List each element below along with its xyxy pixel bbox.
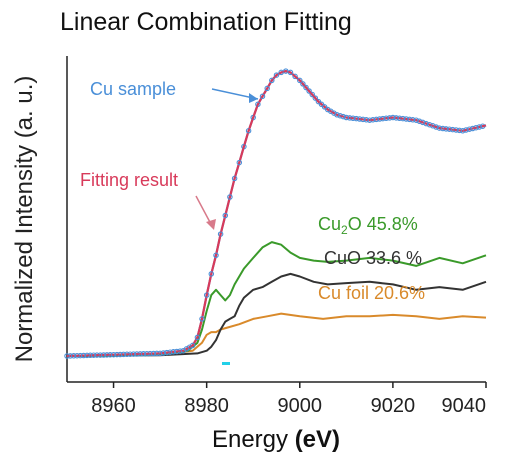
cu-sample-point [413,117,419,123]
cu-sample-point [100,352,107,358]
annotation-fitting-result-arrow [195,195,213,227]
cu-sample-point [476,124,483,130]
cu-sample-point [300,81,306,87]
y-axis-label: Normalized Intensity (a. u.) [11,76,38,363]
x-tick-label-8960: 8960 [91,395,136,417]
cu-sample-point [318,101,325,108]
cu-sample-point [94,352,100,358]
cu-sample-point [446,126,453,132]
x-axis-label: Energy (eV) [212,426,340,453]
cu-sample-point [70,353,77,359]
cu-sample-point [208,271,215,277]
cu-sample-point [80,352,87,359]
edge-marker [222,362,230,365]
label-cu2o-sub: 2 [341,223,348,237]
cu-sample-point [110,351,117,358]
annotation-cu-sample-arrowhead [249,93,258,103]
chart-title: Linear Combination Fitting [60,8,352,36]
cu-sample-point [353,115,360,122]
cu-sample-point [309,91,315,98]
cu-sample-point [150,350,157,357]
cu-sample-point [222,212,229,219]
cu-sample-point [120,351,127,358]
cu-sample-point [236,159,243,166]
x-tick-label-9000: 9000 [278,395,323,417]
x-ticks: 8960 8980 9000 9020 9040 [91,382,487,417]
cu-sample-point [453,127,459,133]
label-cu2o: Cu2O 45.8% [318,214,418,237]
cu-sample-point [114,351,120,358]
cu-sample-point [173,348,180,355]
cu-sample-point [436,125,443,131]
cu-sample-point [90,352,97,358]
cu-sample-point [144,350,150,357]
cu-sample-point [194,334,201,341]
label-cu2o-rest: O 45.8% [348,214,418,234]
cu-sample-point [264,85,270,92]
label-cuo: CuO 33.6 % [324,248,422,268]
cu-sample-point [383,115,389,122]
cu-sample-point [312,95,319,101]
cu-sample-point [363,117,370,123]
series-line-cu-foil [66,312,487,357]
x-tick-label-8980: 8980 [184,395,229,417]
annotation-cu-sample: Cu sample [90,79,176,99]
x-axis-label-unit: (eV) [295,426,340,453]
cu-sample-point [466,126,473,132]
cu-sample-point [373,116,380,123]
cu-sample-point [154,350,160,357]
cu-sample-point [297,77,303,84]
cu-sample-point [292,73,298,80]
cu-sample-point [74,352,80,359]
cu-sample-point [231,175,238,182]
cu-sample-point [124,351,130,358]
cu-sample-point [189,342,196,349]
x-tick-label-9020: 9020 [371,395,416,417]
cu-sample-point [306,88,312,94]
cu-sample-point [199,316,205,322]
cu-sample-point [213,252,219,259]
plot-frame [66,56,486,383]
cu-sample-point [259,93,266,100]
series-line-cu-sample [66,70,487,358]
cu-sample-point [64,353,70,359]
cu-sample-point [343,114,350,121]
cu-sample-point [140,351,147,357]
annotation-fitting-result-arrowhead [206,219,216,230]
cu-sample-point [423,120,429,127]
label-cu-foil: Cu foil 20.6% [318,283,425,303]
cu-sample-markers [64,68,487,359]
series-layer [66,70,487,358]
cu-sample-point [160,350,167,356]
cu-sample-point [456,127,463,134]
cu-sample-point [269,77,275,84]
x-tick-label-9040: 9040 [442,395,487,417]
cu-sample-point [334,112,340,118]
x-axis-label-main: Energy [212,426,295,453]
cu-sample-point [433,124,439,130]
cu-sample-point [104,352,110,358]
cu-sample-point [203,292,210,298]
cu-sample-point [164,349,170,356]
cu-sample-point [170,349,177,355]
cu-sample-point [393,115,399,121]
cu-sample-point [273,72,280,78]
cu-sample-point [303,84,309,91]
cu-sample-point [403,116,409,122]
cu-sample-point [443,126,449,132]
cu-sample-point [321,104,328,110]
cu-sample-point [130,351,137,357]
series-line-fitting-result [66,70,487,358]
label-cu2o-main: Cu [318,214,341,234]
annotation-fitting-result: Fitting result [80,170,178,190]
cu-sample-point [315,98,322,105]
cu-sample-point [134,351,140,357]
series-line-fitting-result-overlay [66,70,487,357]
series-line-cuo [66,272,487,357]
cu-sample-point [227,194,233,200]
cu-sample-point [84,352,90,359]
